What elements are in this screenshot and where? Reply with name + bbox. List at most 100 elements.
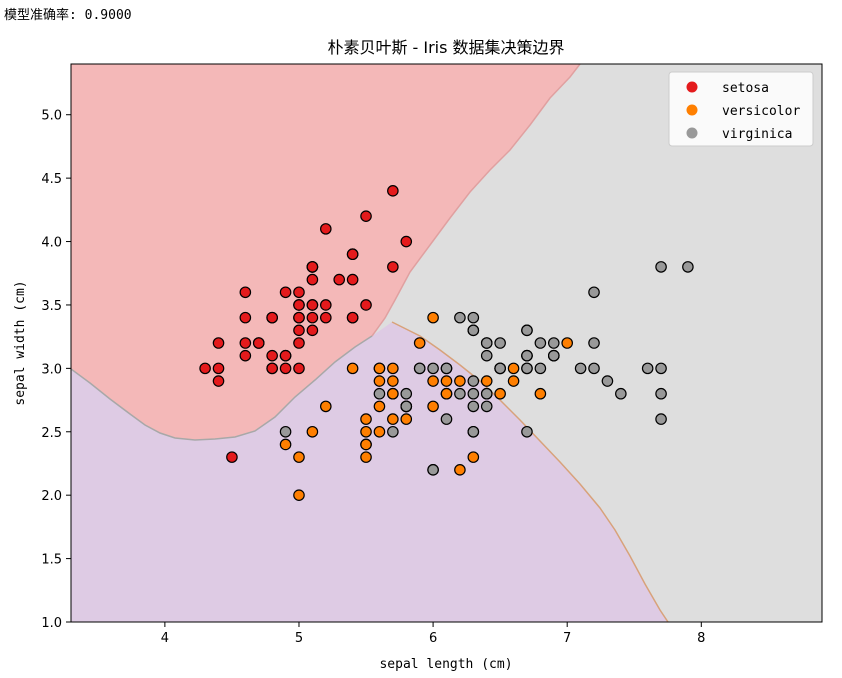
versicolor-point <box>534 387 547 400</box>
versicolor-point <box>360 438 372 451</box>
virginica-point <box>547 349 560 362</box>
virginica-point <box>387 425 399 438</box>
y-tick-label: 1.0 <box>41 616 62 631</box>
accuracy-text: 模型准确率: 0.9000 <box>4 8 132 23</box>
setosa-point <box>279 286 292 299</box>
setosa-point <box>239 337 252 349</box>
versicolor-point <box>440 387 453 400</box>
virginica-point <box>615 387 627 400</box>
setosa-point <box>266 349 278 362</box>
boundary-line-left <box>71 335 373 441</box>
legend: setosa versicolor virginica <box>668 71 814 147</box>
versicolor-point <box>373 425 386 438</box>
virginica-point <box>574 362 587 375</box>
virginica-point <box>480 349 493 362</box>
virginica-point <box>494 337 506 349</box>
virginica-point <box>655 362 667 375</box>
setosa-point <box>293 362 305 375</box>
versicolor-point <box>387 375 399 387</box>
setosa-point <box>293 337 305 349</box>
virginica-point <box>467 324 480 337</box>
setosa-point <box>333 273 346 286</box>
setosa-point <box>252 337 265 349</box>
setosa-point <box>212 375 225 387</box>
setosa-point <box>239 286 252 299</box>
plot-frame <box>70 63 823 623</box>
x-axis: 4 5 6 7 8 <box>161 622 705 646</box>
versicolor-point <box>293 451 305 463</box>
setosa-point <box>306 311 319 324</box>
setosa-point <box>346 311 359 324</box>
versicolor-point <box>373 400 386 413</box>
versicolor-point <box>561 337 573 349</box>
x-tick-label: 5 <box>295 631 303 646</box>
virginica-point <box>601 375 614 387</box>
virginica-point <box>413 362 426 375</box>
x-tick-label: 4 <box>161 631 169 646</box>
virginica-point <box>467 400 480 413</box>
virginica-point <box>480 387 493 400</box>
versicolor-point <box>373 375 386 387</box>
legend-label-virginica: virginica <box>722 127 792 142</box>
virginica-point <box>655 387 667 400</box>
versicolor-point <box>427 375 439 387</box>
versicolor-point <box>400 413 413 425</box>
setosa-point <box>360 210 372 222</box>
virginica-point <box>480 337 493 349</box>
virginica-point <box>588 286 600 299</box>
setosa-point <box>306 324 319 337</box>
plot-area <box>70 63 823 623</box>
setosa-point <box>320 223 332 235</box>
virginica-point <box>655 413 667 425</box>
virginica-point <box>440 413 453 425</box>
versicolor-point <box>279 438 292 451</box>
virginica-point <box>534 337 547 349</box>
data-points <box>199 185 694 501</box>
setosa-point <box>400 235 413 248</box>
versicolor-point <box>413 337 426 349</box>
setosa-point <box>212 337 225 349</box>
setosa-point <box>266 311 278 324</box>
y-tick-label: 2.5 <box>41 426 62 441</box>
virginica-point <box>400 387 413 400</box>
setosa-point <box>212 362 225 375</box>
x-axis-label: sepal length (cm) <box>379 657 512 672</box>
versicolor-point <box>306 425 319 438</box>
virginica-point <box>454 387 466 400</box>
y-tick-label: 2.0 <box>41 489 62 504</box>
virginica-point <box>467 375 480 387</box>
versicolor-point <box>427 311 439 324</box>
setosa-point <box>360 299 372 311</box>
virginica-point <box>467 311 480 324</box>
virginica-point <box>440 362 453 375</box>
setosa-point <box>239 311 252 324</box>
versicolor-point <box>427 400 439 413</box>
versicolor-point <box>507 375 520 387</box>
setosa-point <box>239 349 252 362</box>
x-tick-label: 8 <box>697 631 705 646</box>
y-tick-label: 5.0 <box>41 109 62 124</box>
versicolor-point <box>387 362 399 375</box>
setosa-point <box>320 311 332 324</box>
y-tick-label: 4.0 <box>41 236 62 251</box>
virginica-point <box>521 362 533 375</box>
setosa-point <box>306 261 319 273</box>
virginica-point <box>427 362 439 375</box>
setosa-point <box>306 299 319 311</box>
versicolor-point <box>346 362 359 375</box>
setosa-point <box>320 299 332 311</box>
virginica-point <box>641 362 654 375</box>
setosa-point <box>226 451 238 463</box>
setosa-point <box>293 299 305 311</box>
chart-title: 朴素贝叶斯 - Iris 数据集决策边界 <box>327 38 564 57</box>
y-tick-label: 3.5 <box>41 299 62 314</box>
versicolor-point <box>494 387 506 400</box>
boundary-line-upper <box>371 64 581 337</box>
setosa-point <box>346 273 359 286</box>
virginica-point <box>521 324 533 337</box>
x-tick-label: 6 <box>429 631 437 646</box>
legend-label-versicolor: versicolor <box>722 104 800 119</box>
setosa-region <box>71 64 580 440</box>
y-tick-label: 3.0 <box>41 362 62 377</box>
setosa-point <box>387 261 399 273</box>
